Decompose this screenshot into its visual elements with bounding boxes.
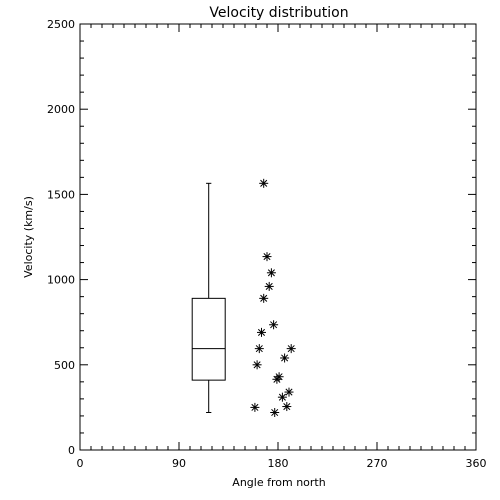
x-tick-label: 270 — [367, 457, 388, 470]
x-axis-label: Angle from north — [232, 476, 325, 489]
point-stroke — [263, 253, 271, 261]
data-point — [257, 327, 266, 337]
chart-title: Velocity distribution — [209, 5, 348, 21]
x-tick-label: 0 — [77, 457, 84, 470]
x-axis-tick-labels: 0 90 180 270 360 — [77, 457, 487, 470]
data-point — [286, 344, 296, 354]
y-axis-ticks — [80, 23, 476, 451]
point-stroke — [267, 269, 275, 277]
point-stroke — [260, 179, 268, 187]
point-stroke — [278, 393, 286, 401]
data-point — [262, 252, 272, 262]
data-point — [270, 408, 280, 418]
point-stroke — [253, 361, 261, 369]
point-stroke — [265, 282, 273, 290]
point-stroke — [260, 294, 268, 302]
data-point — [254, 344, 264, 354]
data-point — [259, 178, 269, 188]
scatter-points — [250, 178, 296, 418]
y-tick-label: 2500 — [47, 18, 75, 31]
point-stroke — [283, 403, 291, 411]
x-tick-label: 90 — [172, 457, 186, 470]
y-tick-label: 1500 — [47, 188, 75, 201]
y-tick-label: 500 — [54, 359, 75, 372]
point-stroke — [255, 345, 263, 353]
data-point — [252, 360, 262, 370]
point-stroke — [270, 321, 278, 329]
point-stroke — [251, 403, 259, 411]
data-point — [264, 281, 274, 291]
y-tick-label: 1000 — [47, 274, 75, 287]
y-tick-label: 2000 — [47, 103, 75, 116]
data-point — [266, 268, 276, 278]
data-point — [250, 402, 260, 412]
data-point — [277, 392, 287, 402]
x-tick-label: 360 — [466, 457, 487, 470]
data-point — [269, 320, 279, 330]
data-point — [280, 353, 290, 363]
point-stroke — [257, 328, 266, 336]
data-point — [284, 387, 294, 397]
data-point — [272, 374, 282, 384]
data-point — [282, 402, 292, 412]
boxplot — [191, 182, 226, 414]
y-axis-tick-labels: 0 500 1000 1500 2000 2500 — [47, 18, 75, 457]
point-stroke — [285, 388, 293, 396]
point-stroke — [271, 408, 279, 417]
x-axis-ticks — [79, 24, 477, 450]
x-tick-label: 180 — [268, 457, 289, 470]
data-point — [259, 293, 269, 303]
point-stroke — [281, 354, 289, 362]
point-stroke — [287, 345, 295, 353]
y-axis-label: Velocity (km/s) — [22, 196, 35, 278]
y-tick-label: 0 — [68, 444, 75, 457]
point-stroke — [273, 375, 281, 383]
